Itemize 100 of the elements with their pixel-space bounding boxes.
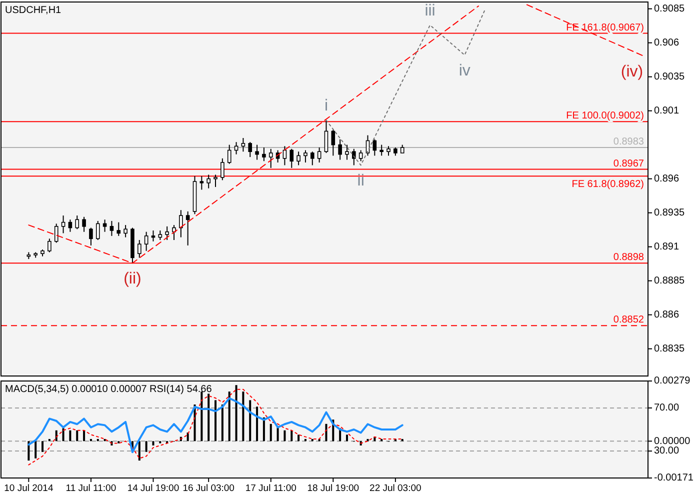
ref-line-label: 0.8852: [613, 314, 644, 326]
bar: [96, 438, 99, 442]
candlestick: [82, 216, 86, 232]
y-tick-label: 0.896: [654, 173, 680, 184]
x-tick-label: 16 Jul 03:00: [182, 483, 234, 494]
candlestick: [380, 144, 384, 156]
candlestick: [227, 144, 232, 164]
candlestick: [352, 148, 356, 166]
candlestick: [137, 240, 142, 258]
candlestick: [324, 120, 328, 154]
candlestick: [241, 138, 246, 152]
x-tick-label: 17 Jul 11:00: [245, 483, 296, 494]
candlestick: [200, 176, 204, 190]
x-tick-label: 14 Jul 19:00: [127, 483, 180, 494]
y-tick-label: 0.00279: [654, 376, 691, 387]
candlestick: [68, 219, 72, 232]
candlestick: [358, 150, 363, 162]
bar: [228, 392, 230, 442]
bar: [366, 438, 369, 442]
bar: [42, 441, 44, 452]
candlestick: [206, 174, 210, 189]
candlestick: [248, 142, 252, 158]
bar: [270, 424, 272, 442]
candlestick: [282, 146, 287, 166]
candlestick: [165, 226, 169, 240]
bar: [284, 430, 286, 442]
bar: [186, 432, 189, 442]
y2-tick-label: 30.00: [654, 446, 680, 457]
candlestick: [179, 210, 183, 238]
y-tick-label: -0.00171: [654, 472, 694, 484]
candlestick: [290, 148, 294, 168]
candlestick: [331, 129, 336, 156]
bar: [304, 438, 306, 442]
candlestick: [386, 146, 390, 156]
bar: [208, 394, 210, 442]
bar: [298, 434, 300, 442]
candlestick: [151, 230, 156, 242]
bar: [55, 430, 58, 442]
annotation: i: [324, 98, 328, 115]
candlestick: [116, 222, 121, 236]
candlestick: [89, 227, 93, 246]
annotation: (iv): [620, 64, 644, 81]
annotation: iv: [458, 62, 470, 80]
candlestick: [124, 224, 128, 238]
bar: [401, 438, 404, 442]
bar: [34, 441, 37, 458]
candlestick: [158, 230, 162, 240]
candlestick: [61, 215, 66, 234]
candlestick: [220, 158, 224, 181]
bar: [76, 430, 78, 442]
x-tick-label: 10 Jul 2014: [4, 483, 54, 494]
x-tick-label: 22 Jul 03:00: [370, 483, 422, 494]
bar: [214, 400, 217, 442]
x-tick-label: 11 Jul 11:00: [66, 483, 116, 494]
bar: [48, 438, 50, 442]
bar: [221, 404, 224, 442]
bar: [28, 441, 30, 461]
ref-line-label: 0.8967: [613, 158, 644, 170]
y-tick-label: 0.8835: [654, 343, 686, 354]
bar: [200, 392, 203, 442]
bar: [290, 430, 293, 442]
bar: [249, 400, 252, 442]
candlestick: [96, 220, 100, 240]
ref-line-label: FE 61.8(0.8962): [572, 179, 644, 190]
candlestick: [317, 147, 322, 163]
y2-tick-label: 70.00: [654, 402, 680, 414]
annotation: iii: [424, 2, 436, 20]
candlestick: [304, 150, 308, 163]
bar: [346, 434, 348, 442]
candlestick: [310, 151, 314, 166]
candlestick: [338, 138, 342, 160]
x-tick-label: 18 Jul 19:00: [307, 483, 360, 494]
chart-title: MACD(5,34,5) 0.00010 0.00007 RSI(14) 54.66: [5, 384, 212, 395]
bar: [311, 438, 314, 442]
ref-line-label: 0.8898: [613, 252, 644, 264]
bar: [152, 441, 154, 446]
candlestick: [110, 220, 114, 236]
bar: [83, 430, 86, 442]
candlestick: [102, 219, 107, 232]
bar: [235, 385, 238, 442]
bar: [69, 430, 72, 442]
candlestick: [372, 138, 377, 156]
candlestick: [255, 144, 259, 160]
candlestick: [214, 174, 218, 188]
y-tick-label: 0.906: [654, 37, 680, 48]
candlestick: [48, 238, 52, 253]
candlestick: [75, 215, 80, 230]
candlestick: [262, 147, 266, 162]
ref-line-label: FE 100.0(0.9002): [566, 110, 644, 122]
bar: [380, 438, 383, 442]
line-series: [28, 397, 404, 454]
bar: [145, 441, 148, 452]
bar: [138, 441, 140, 461]
candlestick: [54, 223, 58, 244]
bar: [262, 417, 265, 442]
candlestick: [186, 210, 190, 246]
y-tick-label: 0.9085: [654, 3, 686, 14]
y-tick-label: 0.9035: [654, 71, 686, 82]
bar: [90, 438, 92, 442]
ref-line-label: 0.8983: [613, 136, 644, 148]
